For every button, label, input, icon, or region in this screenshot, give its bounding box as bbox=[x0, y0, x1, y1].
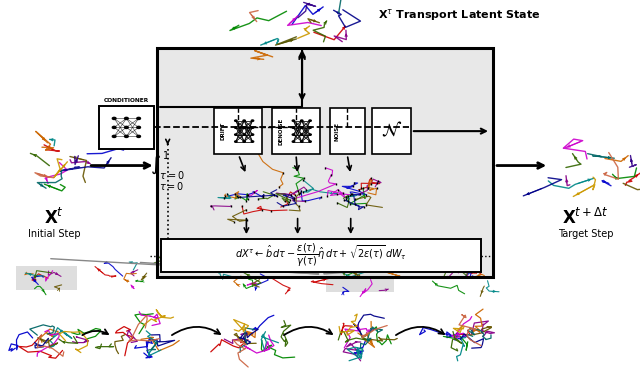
Circle shape bbox=[243, 120, 245, 121]
FancyBboxPatch shape bbox=[326, 268, 394, 292]
Circle shape bbox=[243, 127, 245, 128]
Circle shape bbox=[113, 126, 116, 128]
FancyBboxPatch shape bbox=[157, 48, 493, 277]
FancyBboxPatch shape bbox=[214, 108, 262, 154]
FancyArrowPatch shape bbox=[300, 51, 305, 57]
Text: CONDITIONER: CONDITIONER bbox=[104, 98, 149, 103]
Circle shape bbox=[292, 134, 294, 135]
FancyBboxPatch shape bbox=[330, 108, 365, 154]
Circle shape bbox=[125, 135, 128, 138]
Circle shape bbox=[235, 134, 237, 135]
Circle shape bbox=[113, 135, 116, 138]
Circle shape bbox=[309, 127, 311, 128]
Text: $\mathbf{X}^{\tau}$ Transport Latent State: $\mathbf{X}^{\tau}$ Transport Latent Sta… bbox=[378, 7, 540, 23]
Circle shape bbox=[301, 127, 303, 128]
Circle shape bbox=[292, 127, 294, 128]
FancyArrowPatch shape bbox=[91, 163, 150, 168]
Circle shape bbox=[301, 141, 303, 142]
Text: $\mathcal{N}$: $\mathcal{N}$ bbox=[381, 122, 403, 141]
FancyArrowPatch shape bbox=[294, 157, 299, 170]
Circle shape bbox=[243, 141, 245, 142]
Circle shape bbox=[113, 117, 116, 119]
Circle shape bbox=[137, 126, 140, 128]
Text: NOISE: NOISE bbox=[335, 122, 340, 141]
Circle shape bbox=[235, 120, 237, 121]
Circle shape bbox=[235, 141, 237, 142]
Circle shape bbox=[309, 141, 311, 142]
FancyArrowPatch shape bbox=[166, 140, 170, 144]
Circle shape bbox=[309, 120, 311, 121]
Text: $dX^{\tau} \leftarrow \hat{b}\, d\tau - \dfrac{\epsilon(\tau)}{\gamma(\tau)}\hat: $dX^{\tau} \leftarrow \hat{b}\, d\tau - … bbox=[236, 242, 407, 269]
Text: $\int_{\tau=0}^{1}$: $\int_{\tau=0}^{1}$ bbox=[150, 149, 186, 182]
Circle shape bbox=[243, 134, 245, 135]
Circle shape bbox=[301, 134, 303, 135]
Text: DENOISE: DENOISE bbox=[278, 118, 284, 145]
Circle shape bbox=[292, 141, 294, 142]
FancyArrowPatch shape bbox=[497, 163, 543, 168]
FancyArrowPatch shape bbox=[413, 129, 486, 134]
Circle shape bbox=[252, 120, 253, 121]
FancyBboxPatch shape bbox=[161, 239, 481, 272]
FancyBboxPatch shape bbox=[372, 108, 411, 154]
Text: Initial Step: Initial Step bbox=[28, 230, 81, 239]
FancyBboxPatch shape bbox=[16, 266, 77, 290]
Circle shape bbox=[309, 134, 311, 135]
Circle shape bbox=[252, 127, 253, 128]
FancyArrowPatch shape bbox=[347, 157, 351, 170]
Circle shape bbox=[125, 126, 128, 128]
Circle shape bbox=[137, 117, 140, 119]
Circle shape bbox=[252, 134, 253, 135]
FancyBboxPatch shape bbox=[99, 106, 154, 149]
Circle shape bbox=[125, 117, 128, 119]
Text: $\mathbf{X}^{t+\Delta t}$: $\mathbf{X}^{t+\Delta t}$ bbox=[562, 208, 609, 228]
Circle shape bbox=[137, 135, 140, 138]
FancyArrowPatch shape bbox=[349, 218, 353, 232]
Text: Target Step: Target Step bbox=[558, 230, 613, 239]
FancyArrowPatch shape bbox=[244, 218, 248, 232]
FancyArrowPatch shape bbox=[239, 157, 245, 170]
Text: $\tau = 0$: $\tau = 0$ bbox=[159, 180, 184, 192]
Text: DRIFT: DRIFT bbox=[221, 122, 226, 140]
FancyBboxPatch shape bbox=[272, 108, 320, 154]
Circle shape bbox=[252, 141, 253, 142]
FancyArrowPatch shape bbox=[296, 218, 300, 232]
Circle shape bbox=[292, 120, 294, 121]
Circle shape bbox=[235, 127, 237, 128]
Circle shape bbox=[301, 120, 303, 121]
FancyArrowPatch shape bbox=[300, 55, 305, 99]
Text: $\mathbf{X}^t$: $\mathbf{X}^t$ bbox=[44, 208, 65, 228]
